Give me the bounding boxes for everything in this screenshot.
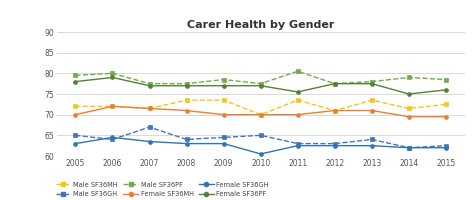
Legend: Male SF36MH, Male SF36GH, Male SF36PF, Female SF36MH, Female SF36GH, Female SF36: Male SF36MH, Male SF36GH, Male SF36PF, F… <box>56 182 269 197</box>
Title: Carer Health by Gender: Carer Health by Gender <box>187 20 334 30</box>
